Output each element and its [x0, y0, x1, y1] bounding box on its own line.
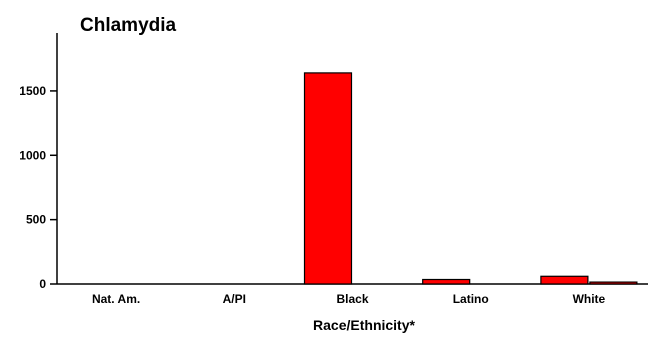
bar [303, 72, 353, 285]
x-axis-ticks: Nat. Am. A/PI Black Latino White [92, 292, 606, 306]
x-tick-label: Black [336, 292, 368, 306]
x-tick-label: Nat. Am. [92, 292, 140, 306]
bar [422, 278, 471, 285]
y-tick-label: 500 [26, 213, 46, 227]
y-tick-label: 0 [39, 277, 46, 291]
bar [589, 281, 638, 285]
x-tick-label: White [573, 292, 606, 306]
y-tick-label: 1000 [19, 148, 46, 162]
bar [540, 275, 589, 285]
y-tick-label: 1500 [19, 84, 46, 98]
x-axis-label: Race/Ethnicity* [313, 317, 415, 333]
y-axis-ticks: 0 500 1000 1500 [19, 84, 57, 291]
chart-title: Chlamydia [80, 15, 177, 36]
x-tick-label: Latino [453, 292, 489, 306]
x-tick-label: A/PI [223, 292, 246, 306]
bars [303, 72, 638, 285]
